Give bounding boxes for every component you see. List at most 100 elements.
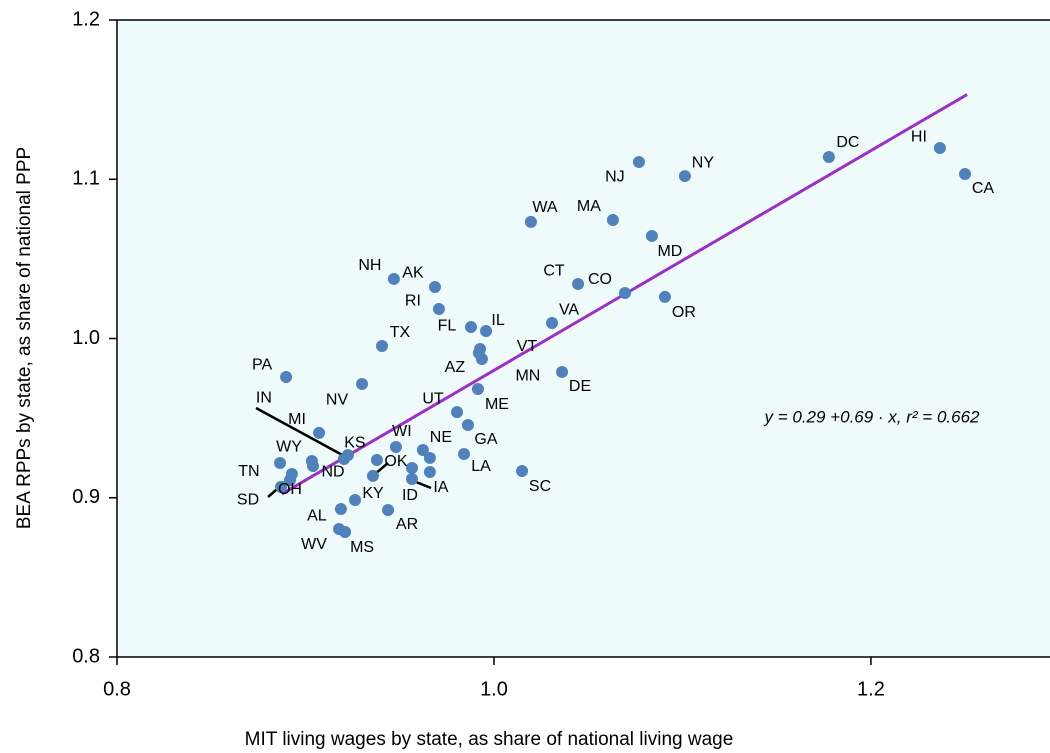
point [618, 286, 631, 299]
point-label: PA [252, 356, 272, 373]
point-label: WV [301, 536, 327, 553]
axes: 0.8 0.9 1.0 1.1 1.2 0.8 1.0 1.2 [72, 8, 885, 700]
point [658, 290, 671, 303]
point-label: CA [972, 180, 995, 197]
point-label: IN [256, 389, 272, 406]
point [933, 142, 946, 155]
point-label: FL [438, 317, 457, 334]
point [387, 272, 400, 285]
point-label: IL [491, 312, 504, 329]
point-label: VA [559, 301, 579, 318]
point [606, 214, 619, 227]
y-tick-label: 1.1 [72, 168, 100, 190]
point-label: KY [362, 485, 384, 502]
point [305, 454, 318, 467]
plot-area [116, 19, 1050, 658]
point [339, 525, 352, 538]
point [524, 215, 537, 228]
point [546, 317, 559, 330]
point [432, 303, 445, 316]
point [280, 371, 293, 384]
y-tick-label: 0.9 [72, 486, 100, 508]
point-label: AL [307, 507, 327, 524]
point [451, 406, 464, 419]
y-tick-label: 1.0 [72, 327, 100, 349]
point [471, 382, 484, 395]
point [461, 418, 474, 431]
point [632, 156, 645, 169]
point-label: MA [577, 198, 601, 215]
point [416, 443, 429, 456]
x-axis-title: MIT living wages by state, as share of n… [245, 729, 734, 750]
point [376, 339, 389, 352]
point-label: ME [485, 396, 509, 413]
point [678, 170, 691, 183]
leader-line [255, 406, 347, 459]
point [356, 378, 369, 391]
point [405, 472, 418, 485]
point [274, 457, 287, 470]
point-label: VT [517, 338, 538, 355]
plot-background [116, 19, 1050, 658]
point-label: AZ [445, 359, 466, 376]
point-label: NJ [605, 168, 625, 185]
point [516, 464, 529, 477]
point [458, 447, 471, 460]
x-tick-label: 1.2 [857, 678, 885, 700]
point [366, 469, 379, 482]
point [423, 465, 436, 478]
point [428, 281, 441, 294]
point [313, 426, 326, 439]
y-axis-title: BEA RPPs by state, as share of national … [14, 147, 35, 529]
point-label: MD [657, 243, 682, 260]
point-label: MS [350, 539, 374, 556]
point-label: WI [392, 423, 412, 440]
point-label: NY [692, 154, 715, 171]
marks: DC HI CA NJ NY WA MA MD CT CO OR VA IL FL RI AK NH TX VT AZ… [237, 93, 995, 556]
point [405, 461, 418, 474]
point [475, 353, 488, 366]
x-tick-label: 1.0 [480, 678, 508, 700]
point [274, 480, 287, 493]
point-label: DE [569, 378, 591, 395]
point-label: CT [543, 262, 565, 279]
point-label: SD [237, 491, 259, 508]
y-tick-label: 0.8 [72, 645, 100, 667]
point [645, 229, 658, 242]
point [370, 454, 383, 467]
point [334, 503, 347, 516]
point-label: AK [402, 264, 424, 281]
regression-equation: y = 0.29 +0.69 · x, r² = 0.662 [764, 407, 981, 426]
point-label: OK [384, 453, 407, 470]
point [382, 504, 395, 517]
point [389, 440, 402, 453]
point-label: RI [405, 292, 421, 309]
point [822, 150, 835, 163]
point-label: ND [321, 463, 344, 480]
point-label: WY [276, 438, 302, 455]
point [349, 493, 362, 506]
point [337, 453, 350, 466]
point-label: LA [471, 458, 491, 475]
point-label: ID [402, 487, 418, 504]
point [572, 278, 585, 291]
point-label: TX [390, 324, 411, 341]
point-label: OH [278, 481, 302, 498]
point-label: CO [588, 271, 612, 288]
point-label: OR [672, 304, 696, 321]
point [423, 451, 436, 464]
point [556, 365, 569, 378]
point-label: NE [430, 429, 452, 446]
y-tick-label: 1.2 [72, 8, 100, 30]
point-label: TN [238, 463, 259, 480]
point-label: GA [474, 431, 497, 448]
point-label: MN [515, 367, 540, 384]
point [284, 474, 297, 487]
point [480, 325, 493, 338]
point-label: WA [532, 199, 558, 216]
point-label: NV [326, 391, 349, 408]
point-label: SC [529, 478, 551, 495]
point-label: UT [422, 390, 444, 407]
point-label: DC [836, 134, 859, 151]
point-label: HI [911, 128, 927, 145]
